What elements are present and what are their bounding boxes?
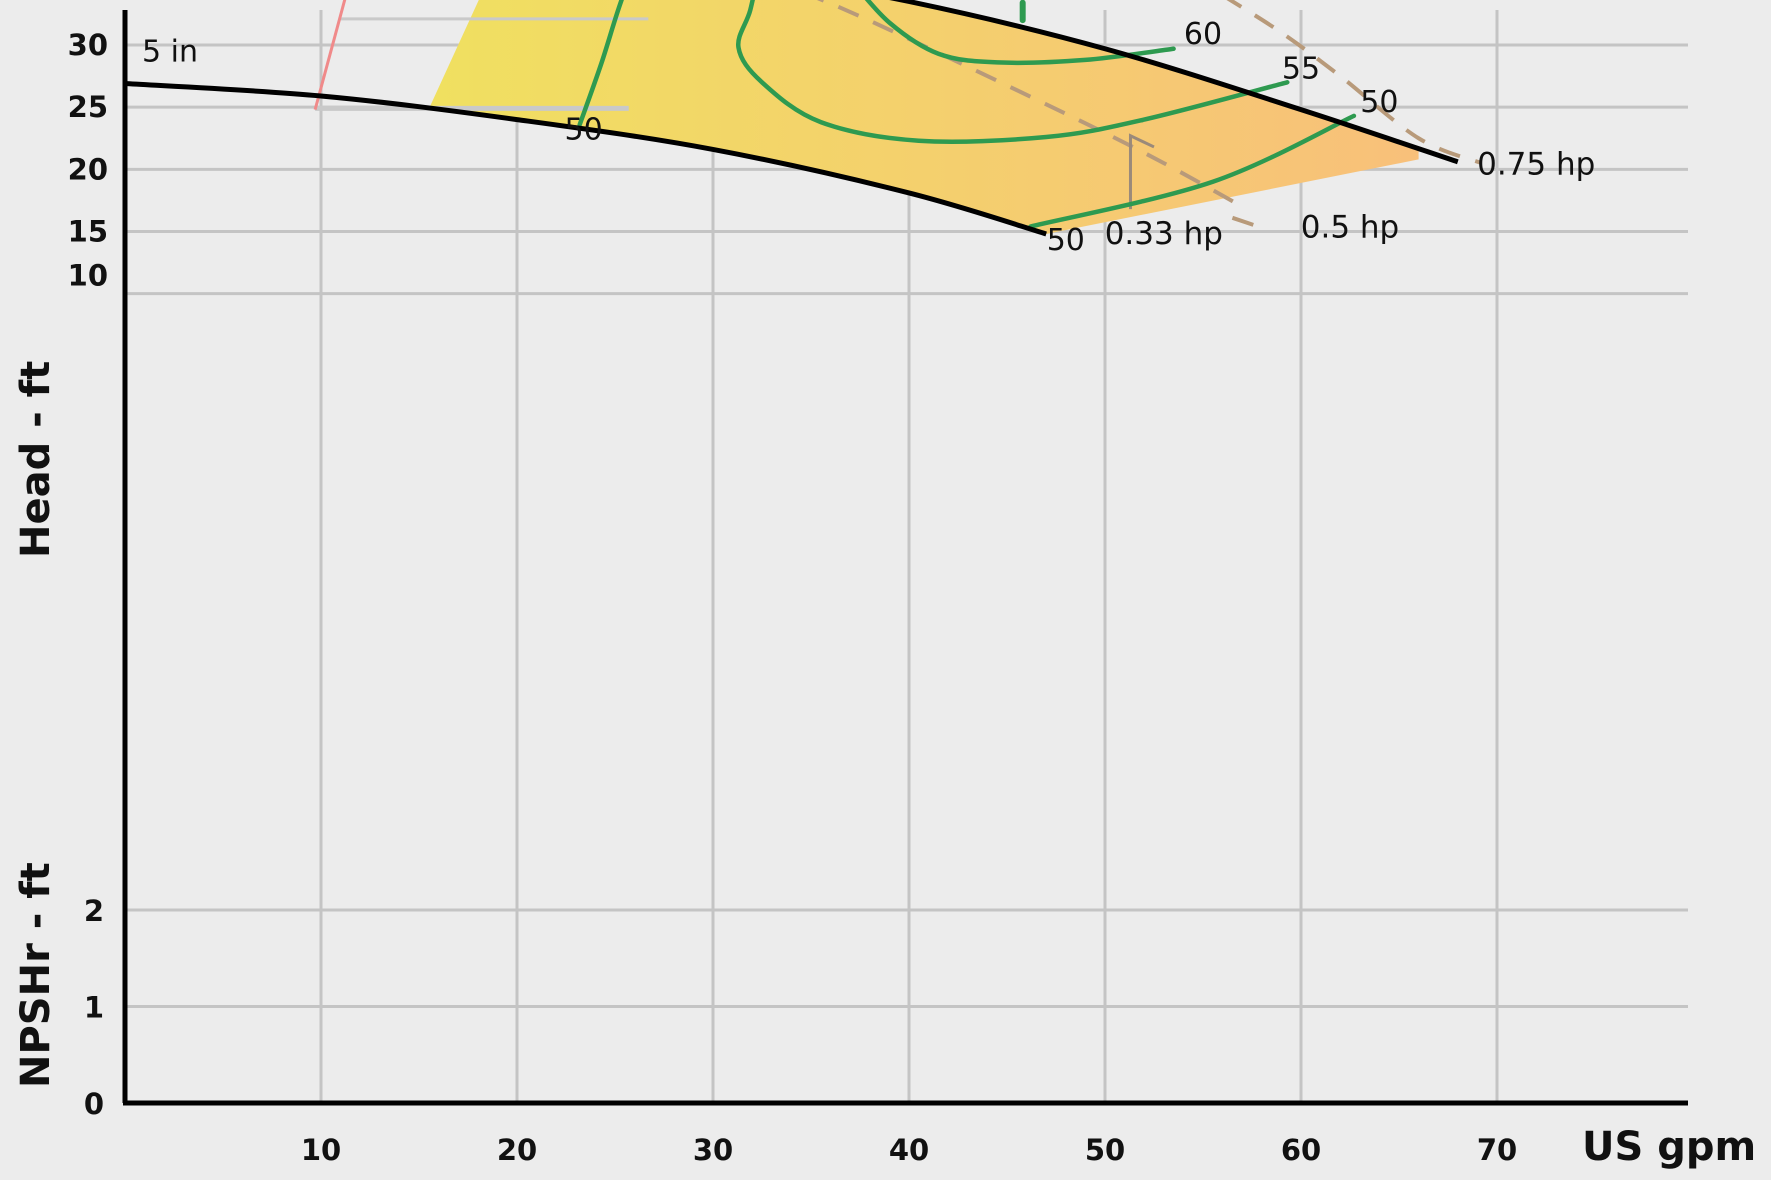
y-axis-title-npsh: NPSHr - ft <box>13 862 59 1088</box>
impeller-curves <box>124 0 1459 237</box>
operating-region-fill <box>428 0 1419 234</box>
efficiency-label: 50 <box>1360 85 1398 120</box>
x-tick-label: 70 <box>1477 1133 1517 1167</box>
operating-region <box>315 0 1419 234</box>
npsh-tick-label: 0 <box>84 1087 104 1121</box>
x-tick-label: 30 <box>693 1133 733 1167</box>
head-tick-label: 30 <box>68 28 108 62</box>
x-axis-title: US gpm <box>1582 1124 1756 1170</box>
impeller-curve-1 <box>124 81 1047 237</box>
efficiency-label: 50 <box>1047 223 1085 258</box>
x-tick-label: 20 <box>497 1133 537 1167</box>
y-axis-title-head: Head - ft <box>13 361 59 558</box>
power-curves <box>816 0 1483 230</box>
labels: 10203040506070152025303540100126 in5 in5… <box>68 0 1596 1167</box>
power-label: 0.5 hp <box>1301 210 1399 246</box>
efficiency-curves <box>577 0 1357 229</box>
x-tick-label: 10 <box>301 1133 341 1167</box>
npsh-tick-label: 2 <box>84 894 104 928</box>
axis-break-label: 10 <box>68 259 108 293</box>
npsh-line-layer <box>313 0 347 111</box>
efficiency-label: 55 <box>1282 52 1320 87</box>
npsh-line <box>313 0 347 111</box>
efficiency-curve-2 <box>864 0 1176 66</box>
efficiency-curve-0 <box>577 0 624 127</box>
impeller-label: 5 in <box>142 35 198 70</box>
power-curve-1 <box>1231 215 1263 230</box>
head-tick-label: 25 <box>68 90 108 124</box>
power-curve-0 <box>816 0 1244 209</box>
power-curve-2 <box>1226 0 1483 165</box>
efficiency-curve-1 <box>736 0 1290 144</box>
power-label: 0.75 hp <box>1477 146 1595 182</box>
head-tick-label: 15 <box>68 214 108 248</box>
x-tick-label: 40 <box>889 1133 929 1167</box>
power-label: 0.33 hp <box>1105 216 1223 252</box>
grid <box>125 10 1688 1103</box>
efficiency-curve-3 <box>1028 113 1357 229</box>
npsh-tick-label: 1 <box>84 991 104 1025</box>
axes <box>122 10 1688 1106</box>
efficiency-label: 60 <box>1184 17 1222 52</box>
impeller-curve-0 <box>889 0 1459 165</box>
x-tick-label: 50 <box>1085 1133 1125 1167</box>
power-pointer <box>1128 133 1155 210</box>
efficiency-label: 60.1 <box>989 0 1056 3</box>
x-tick-label: 60 <box>1281 1133 1321 1167</box>
efficiency-label: 50 <box>565 112 603 147</box>
head-tick-label: 20 <box>68 152 108 186</box>
